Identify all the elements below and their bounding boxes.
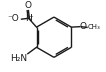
Text: N: N [25, 14, 32, 23]
Text: ⁻O: ⁻O [8, 14, 20, 23]
Text: +: + [28, 14, 33, 19]
Text: O: O [24, 1, 31, 10]
Text: H₂N: H₂N [10, 54, 27, 63]
Text: CH₃: CH₃ [88, 24, 101, 30]
Text: O: O [80, 22, 87, 31]
